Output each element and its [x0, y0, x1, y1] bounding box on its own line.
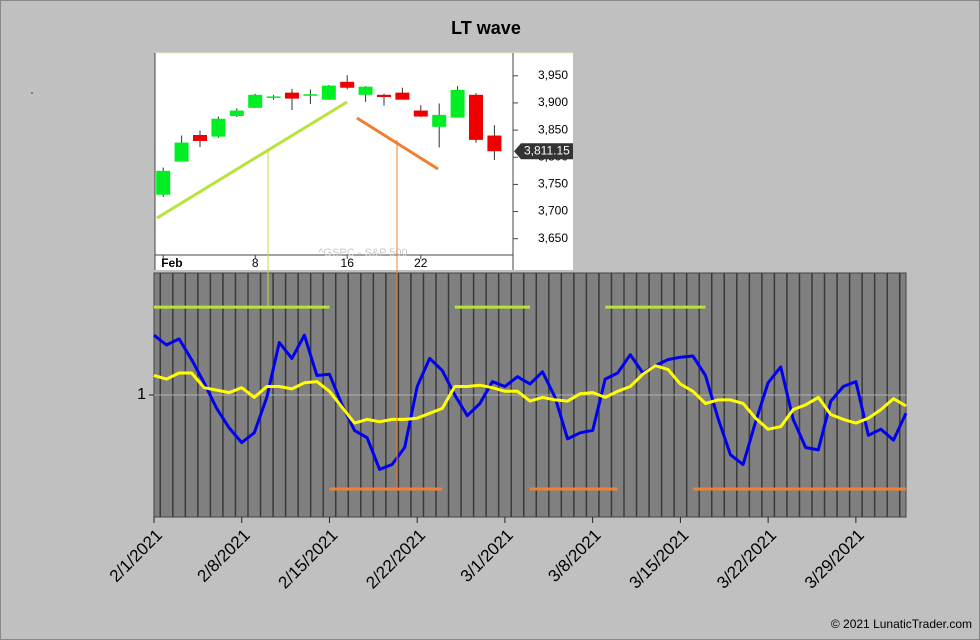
candle-body [193, 134, 207, 141]
y-tick-label: 3,750 [538, 177, 568, 191]
last-price-label: 3,811.15 [524, 143, 570, 157]
y-tick-label: 3,700 [538, 204, 568, 218]
x-tick-label: Feb [161, 256, 182, 270]
candle-body [395, 92, 410, 100]
candle-body [432, 114, 447, 127]
series-line [153, 364, 907, 431]
y-tick-label: 3,900 [538, 95, 568, 109]
inset-layer: 3,6503,7003,7503,8003,8503,9003,950Feb81… [156, 68, 573, 270]
candle-body [266, 96, 281, 98]
watermark: ^GSPC - S&P 500 [318, 247, 407, 259]
series-line [153, 333, 908, 471]
inset-plot [155, 53, 573, 270]
candle-body [303, 94, 318, 96]
candle-body [340, 81, 355, 88]
copyright: © 2021 LunaticTrader.com [831, 617, 972, 631]
y-tick-label: 3,850 [538, 122, 568, 136]
trend-line [156, 100, 348, 220]
candle-body [156, 170, 171, 195]
y-tick-label: 1 [137, 386, 146, 403]
candle-body [487, 135, 502, 152]
candle-body [174, 142, 189, 162]
candle-body [413, 110, 428, 117]
y-tick-label: 3,950 [538, 68, 568, 82]
candle-body [469, 94, 483, 140]
candle-body [248, 94, 263, 108]
x-tick-label: 22 [414, 256, 428, 270]
candle-body [321, 85, 336, 100]
chart-title: LT wave [451, 18, 521, 38]
candle-body [211, 118, 226, 137]
dot [31, 92, 33, 94]
last-price-box [514, 143, 573, 160]
candle-body [450, 89, 465, 118]
x-tick-label: 16 [341, 256, 355, 270]
candle-body [229, 110, 244, 116]
candle-body [358, 86, 373, 95]
y-tick-label: 3,650 [538, 231, 568, 245]
x-tick-label: 8 [252, 256, 259, 270]
candle-body [377, 94, 391, 97]
candle-body [285, 92, 299, 99]
